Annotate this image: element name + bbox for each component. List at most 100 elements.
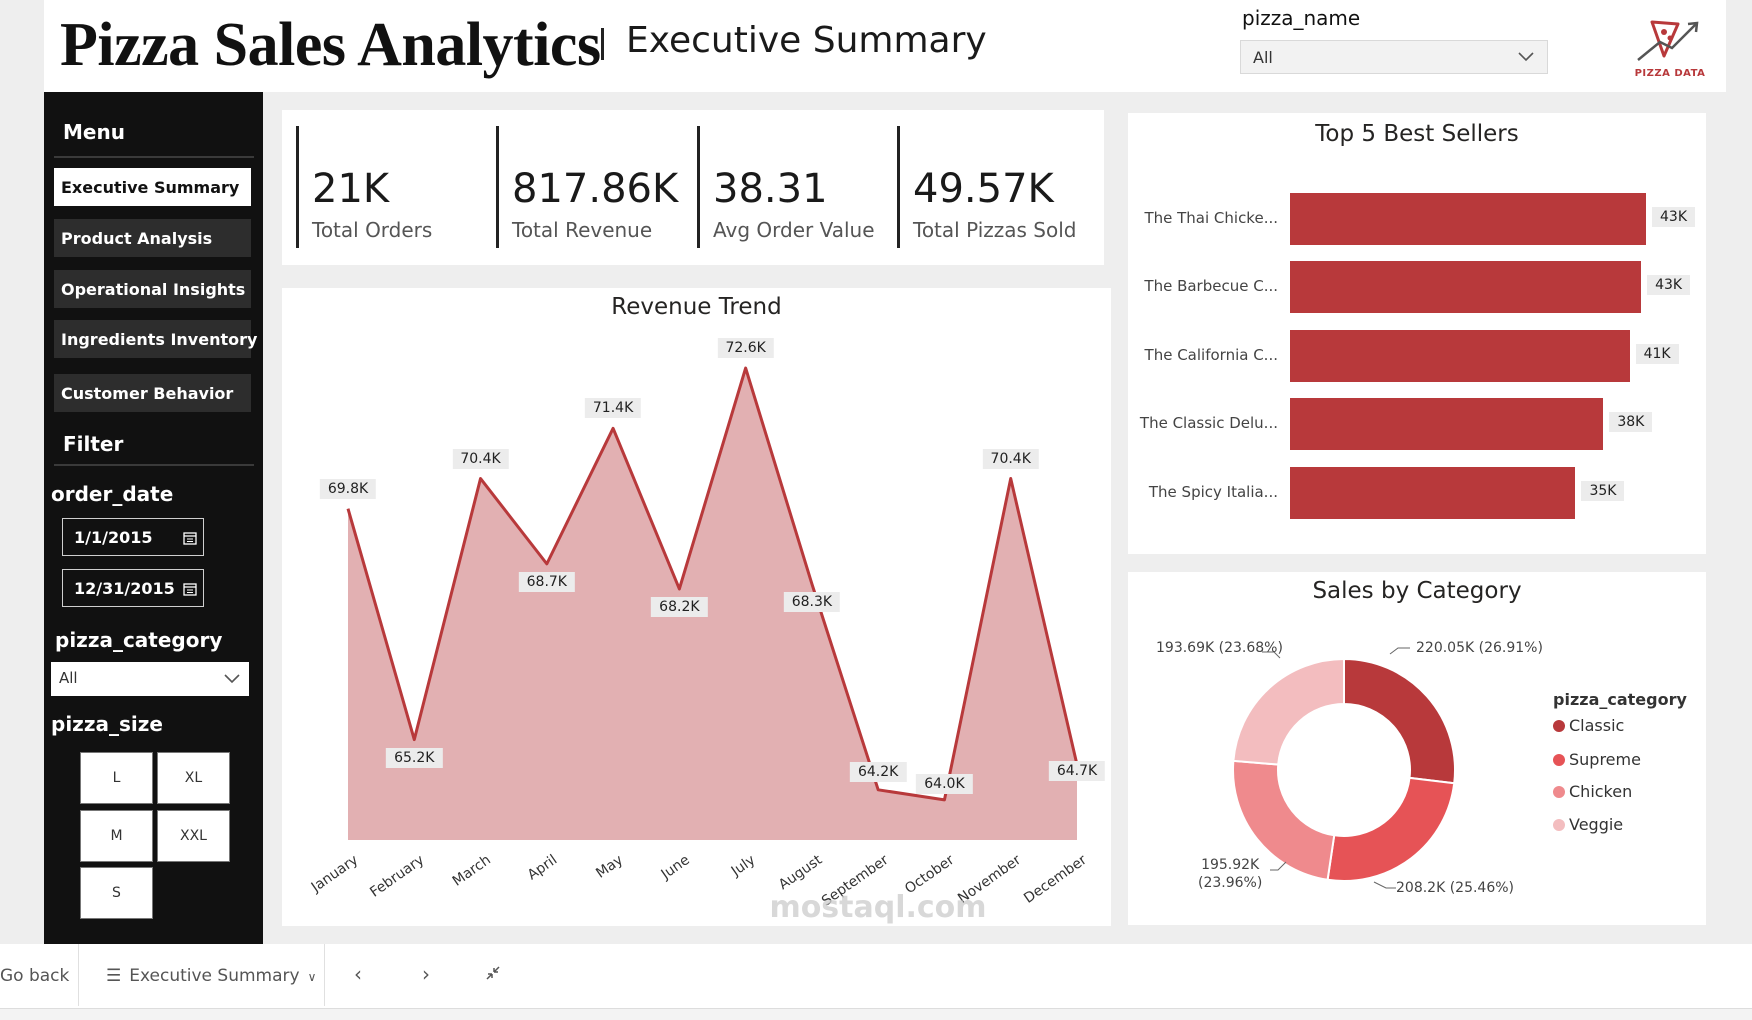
legend-label: Chicken (1569, 782, 1633, 801)
kpi-value: 38.31 (713, 166, 828, 212)
data-label: 71.4K (584, 398, 642, 419)
collapse-icon[interactable] (484, 964, 502, 987)
kpi-total-revenue: 817.86K Total Revenue (496, 126, 691, 248)
legend-item-classic[interactable]: Classic (1553, 716, 1624, 735)
logo-text: PIZZA DATA (1634, 68, 1706, 79)
size-button-l[interactable]: L (80, 752, 153, 804)
kpi-label: Total Revenue (512, 218, 653, 242)
bar[interactable] (1290, 330, 1630, 382)
revenue-trend-chart: Revenue Trend 69.8K 65.2K 70.4K 68.7K 71.4K 6… (282, 288, 1111, 926)
pizza-category-selected: All (59, 669, 78, 687)
status-strip (0, 1008, 1752, 1020)
kpi-value: 49.57K (913, 166, 1054, 212)
data-label: 65.2K (386, 747, 443, 768)
chart-title: Revenue Trend (611, 294, 782, 320)
title-divider (601, 28, 604, 60)
size-button-xl[interactable]: XL (157, 752, 230, 804)
legend-label: Supreme (1569, 750, 1641, 769)
legend-item-supreme[interactable]: Supreme (1553, 750, 1641, 769)
go-back-button[interactable]: Go back (0, 966, 70, 986)
bar-value-label: 38K (1609, 412, 1653, 432)
end-date-input[interactable]: 12/31/2015 (62, 569, 204, 607)
slice-label: 208.2K (25.46%) (1396, 880, 1515, 896)
slice-label: 220.05K (26.91%) (1416, 640, 1543, 656)
donut-slice-veggie (1232, 657, 1345, 766)
nav-executive-summary[interactable]: Executive Summary (54, 168, 251, 206)
revenue-trend-svg (346, 366, 1079, 840)
nav-ingredients-inventory[interactable]: Ingredients Inventory (54, 320, 257, 358)
leader-line (1389, 647, 1410, 655)
legend-label: Classic (1569, 716, 1625, 735)
bar-value-label: 41K (1635, 344, 1679, 364)
nav-customer-behavior[interactable]: Customer Behavior (54, 374, 251, 412)
legend-label: Veggie (1569, 815, 1624, 834)
bar[interactable] (1290, 193, 1646, 245)
menu-divider (54, 156, 254, 158)
data-label: 64.2K (849, 761, 907, 782)
nav-operational-insights[interactable]: Operational Insights (54, 270, 251, 308)
slice-label-value: 195.92K (1201, 857, 1260, 873)
bar-category-label: The Thai Chicke... (1144, 209, 1278, 227)
legend-dot-icon (1553, 786, 1565, 798)
chart-title: Sales by Category (1312, 578, 1522, 604)
bar-value-label: 43K (1647, 275, 1691, 295)
leader-line (1373, 881, 1396, 889)
size-button-s[interactable]: S (80, 867, 153, 919)
page-subtitle: Executive Summary (626, 20, 987, 61)
next-page-icon[interactable]: › (422, 962, 430, 986)
pizza-name-dropdown[interactable]: All (1240, 40, 1548, 74)
start-date-value: 1/1/2015 (74, 528, 153, 547)
bar-category-label: The Spicy Italia... (1148, 483, 1278, 501)
legend-item-chicken[interactable]: Chicken (1553, 782, 1632, 801)
kpi-avg-order-value: 38.31 Avg Order Value (697, 126, 892, 248)
bar-category-label: The Barbecue C... (1144, 277, 1278, 295)
chart-title: Top 5 Best Sellers (1315, 121, 1519, 147)
legend-title: pizza_category (1553, 690, 1687, 709)
bar-value-label: 43K (1652, 207, 1695, 227)
nav-product-analysis[interactable]: Product Analysis (54, 219, 251, 257)
pizza-name-selected: All (1253, 48, 1273, 67)
size-button-xxl[interactable]: XXL (157, 810, 230, 862)
chevron-down-icon: ∨ (307, 970, 317, 984)
data-label: 68.2K (651, 596, 708, 617)
donut-slice-supreme (1326, 776, 1456, 882)
bar-value-label: 35K (1581, 481, 1625, 501)
data-label: 70.4K (452, 448, 509, 469)
bar-category-label: The Classic Delu... (1139, 414, 1278, 432)
sales-by-category-chart: Sales by Category pizza_category Classic… (1128, 572, 1706, 925)
calendar-icon[interactable] (183, 530, 197, 549)
leader-line (1270, 861, 1287, 871)
bar[interactable] (1290, 467, 1576, 519)
start-date-input[interactable]: 1/1/2015 (62, 518, 204, 556)
pizza-logo-icon (1637, 20, 1699, 61)
data-label: 68.7K (518, 571, 575, 592)
report-navigation-bar: Go back ☰ Executive Summary ∨ ‹ › (0, 944, 1752, 1008)
page-selector[interactable]: ☰ Executive Summary ∨ (106, 966, 316, 986)
donut-slice-classic (1343, 657, 1456, 785)
bar-category-label: The California C... (1144, 346, 1278, 364)
chevron-down-icon (1517, 47, 1535, 69)
pizza-data-logo: PIZZA DATA (1630, 12, 1710, 82)
data-label: 72.6K (717, 338, 774, 359)
page-selector-label: Executive Summary (129, 966, 300, 986)
slice-label: 193.69K (23.68%) (1156, 640, 1283, 656)
calendar-icon[interactable] (183, 581, 197, 600)
end-date-value: 12/31/2015 (74, 579, 175, 598)
previous-page-icon[interactable]: ‹ (354, 962, 362, 986)
legend-item-veggie[interactable]: Veggie (1553, 815, 1623, 834)
pizza-category-dropdown[interactable]: All (51, 662, 249, 696)
donut-slice-chicken (1232, 759, 1336, 881)
legend-dot-icon (1553, 819, 1565, 831)
legend-dot-icon (1553, 754, 1565, 766)
kpi-total-orders: 21K Total Orders (296, 126, 491, 248)
menu-lines-icon: ☰ (106, 966, 122, 986)
kpi-label: Total Pizzas Sold (913, 218, 1077, 242)
kpi-total-pizzas-sold: 49.57K Total Pizzas Sold (897, 126, 1092, 248)
donut-svg (1232, 647, 1456, 889)
bar[interactable] (1290, 261, 1642, 313)
watermark: mostaql.com (769, 890, 987, 925)
size-button-m[interactable]: M (80, 810, 153, 862)
legend-dot-icon (1553, 720, 1565, 732)
bar[interactable] (1290, 398, 1604, 450)
revenue-area (348, 368, 1077, 840)
